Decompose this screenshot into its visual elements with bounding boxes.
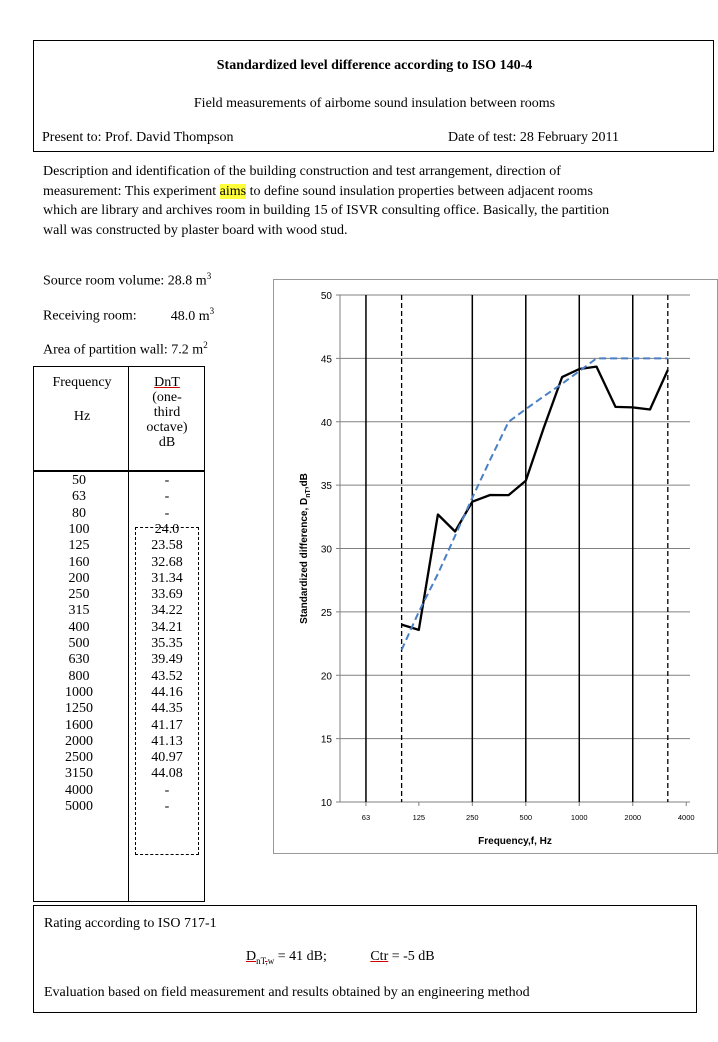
x-axis-label: Frequency,f, Hz (478, 836, 552, 847)
chart-area: 10 15 20 25 30 35 40 45 50 63 125 250 500 1000 2000 400… (273, 279, 718, 854)
y-tick-label: 30 (321, 545, 333, 556)
frequency-header: Frequency Hz (52, 375, 112, 424)
report-subtitle: Field measurements of airbome sound insu… (193, 96, 556, 111)
table-frequency-cell: 4000 (65, 782, 93, 798)
table-frequency-cell: 63 (72, 489, 86, 505)
evaluation-text: Evaluation based on field measurement an… (44, 985, 530, 1000)
table-frequency-cell: 125 (68, 538, 90, 554)
table-dnt-cell: 34.22 (151, 603, 183, 619)
table-frequency-cell: 50 (72, 473, 86, 488)
table-dnt-cell: 31.34 (151, 570, 183, 586)
description-line-2-post: to define sound insulation properties be… (246, 183, 593, 199)
y-axis-label: Standardized difference, DnT,dB (299, 473, 312, 624)
table-frequency-cell: 2000 (65, 733, 93, 749)
table-dnt-cell: 33.69 (151, 587, 183, 603)
header-box: Standardized level difference according … (33, 40, 714, 152)
table-frequency-cell: 400 (68, 619, 90, 635)
description-line-1: Description and identification of the bu… (43, 164, 561, 179)
partition-wall-area: Area of partition wall: 7.2 m2 (43, 340, 208, 358)
x-tick-label: 4000 (678, 813, 695, 822)
dntw-value: = 41 dB; (274, 949, 327, 964)
description: Description and identification of the bu… (43, 162, 718, 240)
rating-box: Rating according to ISO 717-1 DnT,w = 41… (33, 905, 697, 1013)
measured-values-box (135, 527, 199, 855)
x-tick-label: 500 (520, 813, 533, 822)
table-dnt-cell: - (164, 473, 170, 488)
table-frequency-cell: 200 (68, 570, 90, 586)
x-tick-label: 63 (362, 813, 370, 822)
table-dnt-cell: 32.68 (151, 554, 183, 570)
table-frequency-cell: 80 (72, 505, 86, 521)
table-dnt-cell: 24.0 (154, 521, 180, 537)
x-tick-label: 250 (466, 813, 479, 822)
table-dnt-cell: - (164, 489, 170, 505)
table-frequency-cell: 1000 (65, 684, 93, 700)
dnt-header: DnT (one- third octave) dB (146, 375, 188, 450)
table-dnt-cell: 44.08 (151, 766, 183, 782)
table-dnt-cell: 44.16 (151, 684, 183, 700)
table-dnt-cell: 34.21 (151, 619, 183, 635)
table-frequency-cell: 100 (68, 521, 90, 537)
table-frequency-cell: 250 (68, 587, 90, 603)
header-divider (34, 470, 204, 472)
x-tick-label: 2000 (624, 813, 641, 822)
x-tick-label: 1000 (571, 813, 588, 822)
y-tick-label: 45 (321, 354, 333, 365)
table-frequency-cell: 800 (68, 668, 90, 684)
reference-curve-line (400, 357, 668, 651)
table-frequency-cell: 5000 (65, 799, 93, 814)
dntw-symbol: DnT,w (246, 949, 275, 966)
table-frequency-cell: 160 (68, 554, 90, 570)
y-tick-label: 20 (321, 671, 333, 682)
description-line-3: which are library and archives room in b… (43, 203, 610, 218)
table-dnt-cell: - (164, 782, 170, 798)
table-dnt-cell: - (164, 505, 170, 521)
x-tick-label: 125 (413, 813, 426, 822)
table-frequency-cell: 315 (68, 603, 90, 619)
rating-title: Rating according to ISO 717-1 (44, 916, 217, 931)
description-line-2-pre: measurement: This experiment (43, 183, 220, 199)
table-dnt-cell: 23.58 (151, 538, 183, 554)
rating-values: DnT,w = 41 dB; Ctr = -5 dB (246, 949, 435, 966)
table-dnt-cell: 43.52 (151, 668, 183, 684)
table-dnt-cell: 39.49 (151, 652, 183, 668)
table-frequency-cell: 500 (68, 636, 90, 651)
report-title: Standardized level difference according … (216, 58, 533, 73)
table-dnt-cell: 40.97 (151, 750, 183, 766)
frequency-table: Frequency Hz DnT (one- third octave) dB … (33, 366, 205, 902)
y-tick-label: 25 (321, 608, 333, 619)
column-divider (128, 367, 129, 901)
description-line-2: measurement: This experiment aims to def… (43, 182, 718, 202)
table-dnt-cell: 41.17 (151, 717, 183, 733)
ctr-label: Ctr (370, 949, 389, 964)
table-frequency-cell: 3150 (65, 766, 93, 782)
table-frequency-cell: 630 (68, 652, 90, 668)
table-dnt-cell: 44.35 (151, 701, 183, 717)
present-to: Present to: Prof. David Thompson (42, 130, 234, 145)
chart-svg: 10 15 20 25 30 35 40 45 50 63 125 250 500 1000 2000 400… (299, 291, 695, 847)
y-tick-label: 35 (321, 481, 333, 492)
table-frequency-cell: 2500 (65, 750, 93, 766)
table-dnt-cell: - (164, 799, 170, 814)
y-tick-label: 15 (321, 735, 333, 746)
date-of-test: Date of test: 28 February 2011 (448, 130, 619, 145)
table-frequency-cell: 1250 (65, 701, 93, 717)
y-tick-label: 40 (321, 418, 333, 429)
y-tick-label: 50 (321, 291, 333, 302)
table-frequency-cell: 1600 (65, 717, 93, 733)
table-dnt-cell: 41.13 (151, 733, 183, 749)
table-dnt-cell: 35.35 (151, 636, 183, 651)
highlighted-word: aims (219, 183, 247, 199)
source-room-volume: Source room volume: 28.8 m3 (43, 271, 212, 289)
description-line-4: wall was constructed by plaster board wi… (43, 222, 348, 238)
measured-dnt-line (401, 365, 669, 632)
y-tick-label: 10 (321, 798, 333, 809)
receiving-room-volume: Receiving room: 48.0 m3 (43, 306, 215, 324)
ctr-value: = -5 dB (388, 949, 435, 964)
